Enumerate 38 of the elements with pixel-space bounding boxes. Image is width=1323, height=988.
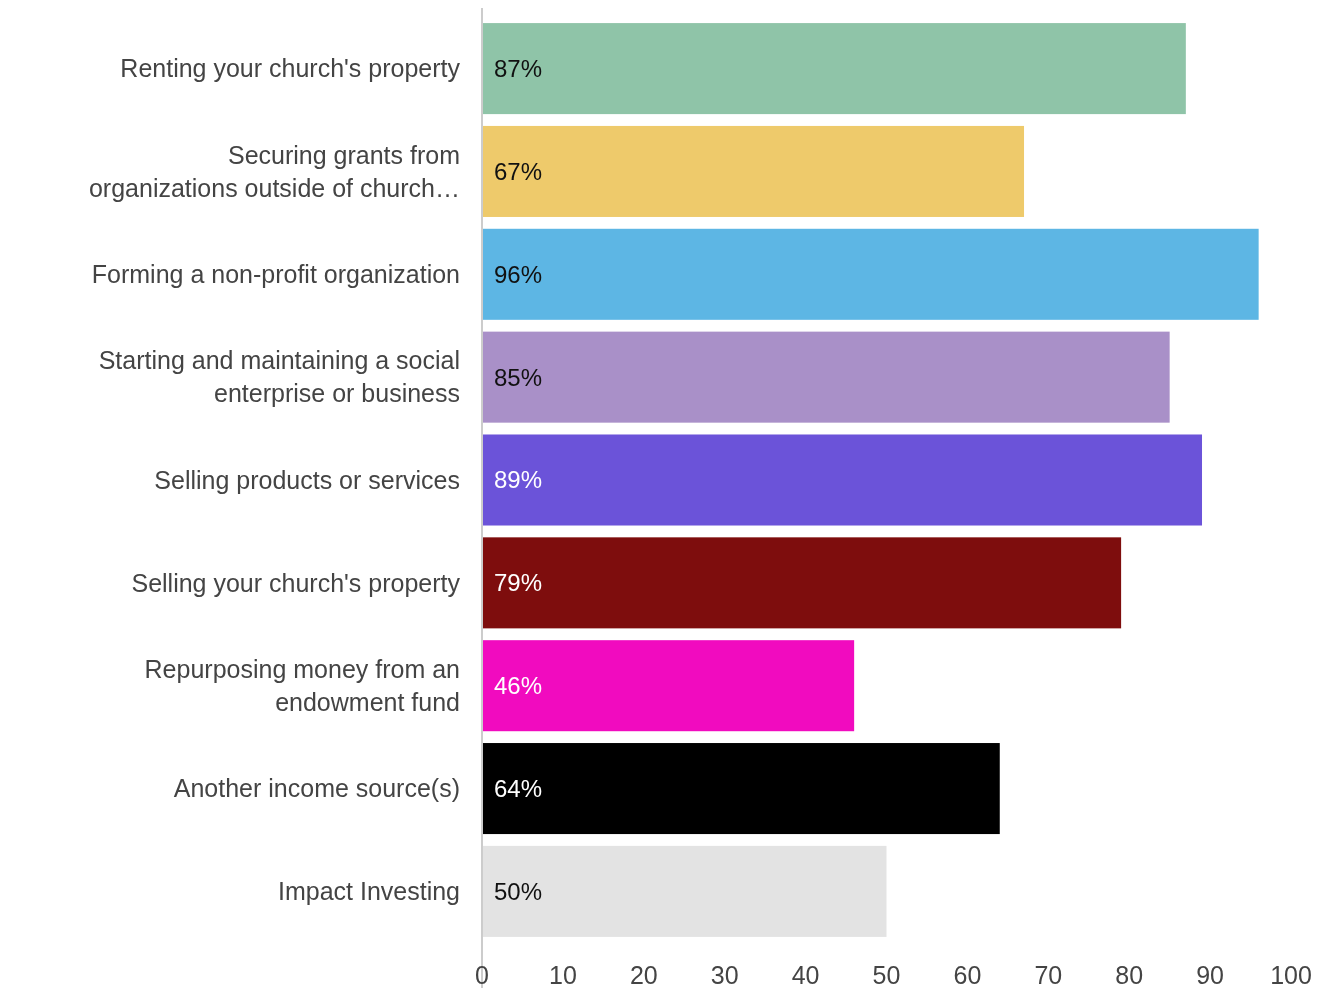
- bar: [482, 743, 1000, 835]
- data-label: 89%: [494, 466, 543, 494]
- bar: [482, 640, 855, 732]
- y-tick-label: Renting your church's property: [120, 54, 461, 83]
- data-label: 87%: [494, 55, 543, 82]
- y-tick-label: Impact Investing: [277, 877, 460, 906]
- x-tick-label: 90: [1196, 961, 1225, 988]
- data-label: 50%: [494, 877, 543, 905]
- x-tick-label: 100: [1270, 961, 1312, 988]
- bar: [482, 434, 1203, 526]
- x-tick-label: 40: [791, 961, 820, 988]
- y-tick-label: Forming a non-profit organization: [91, 260, 460, 289]
- y-tick-label: Selling products or services: [154, 465, 460, 494]
- x-tick-label: 70: [1034, 961, 1063, 988]
- x-tick-label: 0: [475, 961, 489, 988]
- bar: [482, 845, 887, 937]
- bar: [482, 537, 1122, 629]
- x-tick-label: 30: [710, 961, 739, 988]
- x-tick-label: 60: [953, 961, 982, 988]
- data-label: 96%: [494, 260, 543, 288]
- y-tick-label: Starting and maintaining a social enterprise or business: [98, 346, 460, 408]
- y-tick-label: Securing grants from organizations outside of church…: [88, 140, 460, 202]
- y-tick-label: Another income source(s): [173, 774, 460, 803]
- x-tick-label: 50: [872, 961, 901, 988]
- data-label: 79%: [494, 569, 543, 597]
- y-tick-label: Repurposing money from an endowment fund: [144, 654, 460, 716]
- bar: [482, 23, 1186, 115]
- data-label: 64%: [494, 774, 543, 802]
- bar: [482, 331, 1170, 423]
- data-label: 67%: [494, 157, 543, 185]
- data-label: 46%: [494, 672, 543, 700]
- x-tick-label: 20: [629, 961, 658, 988]
- bar: [482, 228, 1259, 320]
- x-tick-label: 80: [1115, 961, 1144, 988]
- bar: [482, 125, 1025, 217]
- x-tick-label: 10: [548, 961, 577, 988]
- y-tick-label: Selling your church's property: [131, 568, 461, 597]
- data-label: 85%: [494, 363, 543, 391]
